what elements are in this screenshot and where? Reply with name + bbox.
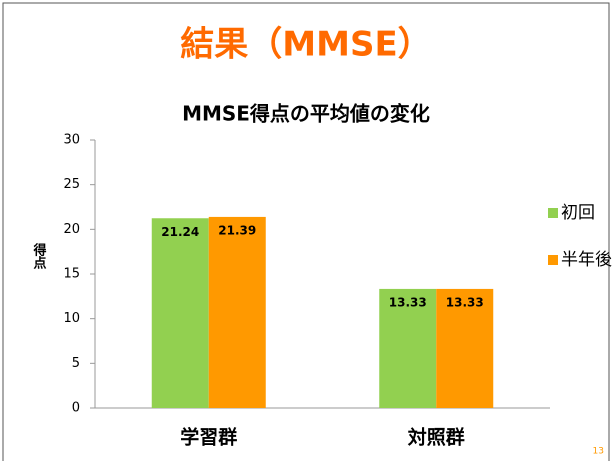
data-label: 13.33 — [389, 295, 427, 309]
bar — [208, 216, 266, 408]
y-tick-label: 5 — [72, 356, 80, 371]
data-label: 21.39 — [218, 223, 256, 237]
x-tick-label: 対照群 — [407, 426, 465, 449]
y-tick-label: 30 — [63, 133, 80, 148]
bar — [379, 288, 437, 408]
legend-label: 半年後 — [561, 250, 612, 270]
data-label: 21.24 — [161, 225, 199, 239]
page-number: 13 — [593, 447, 604, 457]
bar — [151, 218, 209, 408]
data-label: 13.33 — [446, 295, 484, 309]
legend-swatch — [548, 255, 558, 265]
bar — [436, 288, 494, 408]
legend-swatch — [548, 208, 558, 218]
x-tick-label: 学習群 — [180, 426, 237, 449]
y-tick-label: 0 — [72, 401, 80, 416]
legend-label: 初回 — [561, 203, 595, 223]
y-tick-label: 25 — [63, 177, 80, 192]
slide-title: 結果（MMSE） — [180, 25, 431, 65]
y-tick-label: 15 — [63, 267, 80, 282]
y-axis-label: 得点 — [31, 242, 48, 270]
chart-title: MMSE得点の平均値の変化 — [182, 102, 430, 126]
y-tick-label: 20 — [63, 222, 80, 237]
y-tick-label: 10 — [63, 311, 80, 326]
